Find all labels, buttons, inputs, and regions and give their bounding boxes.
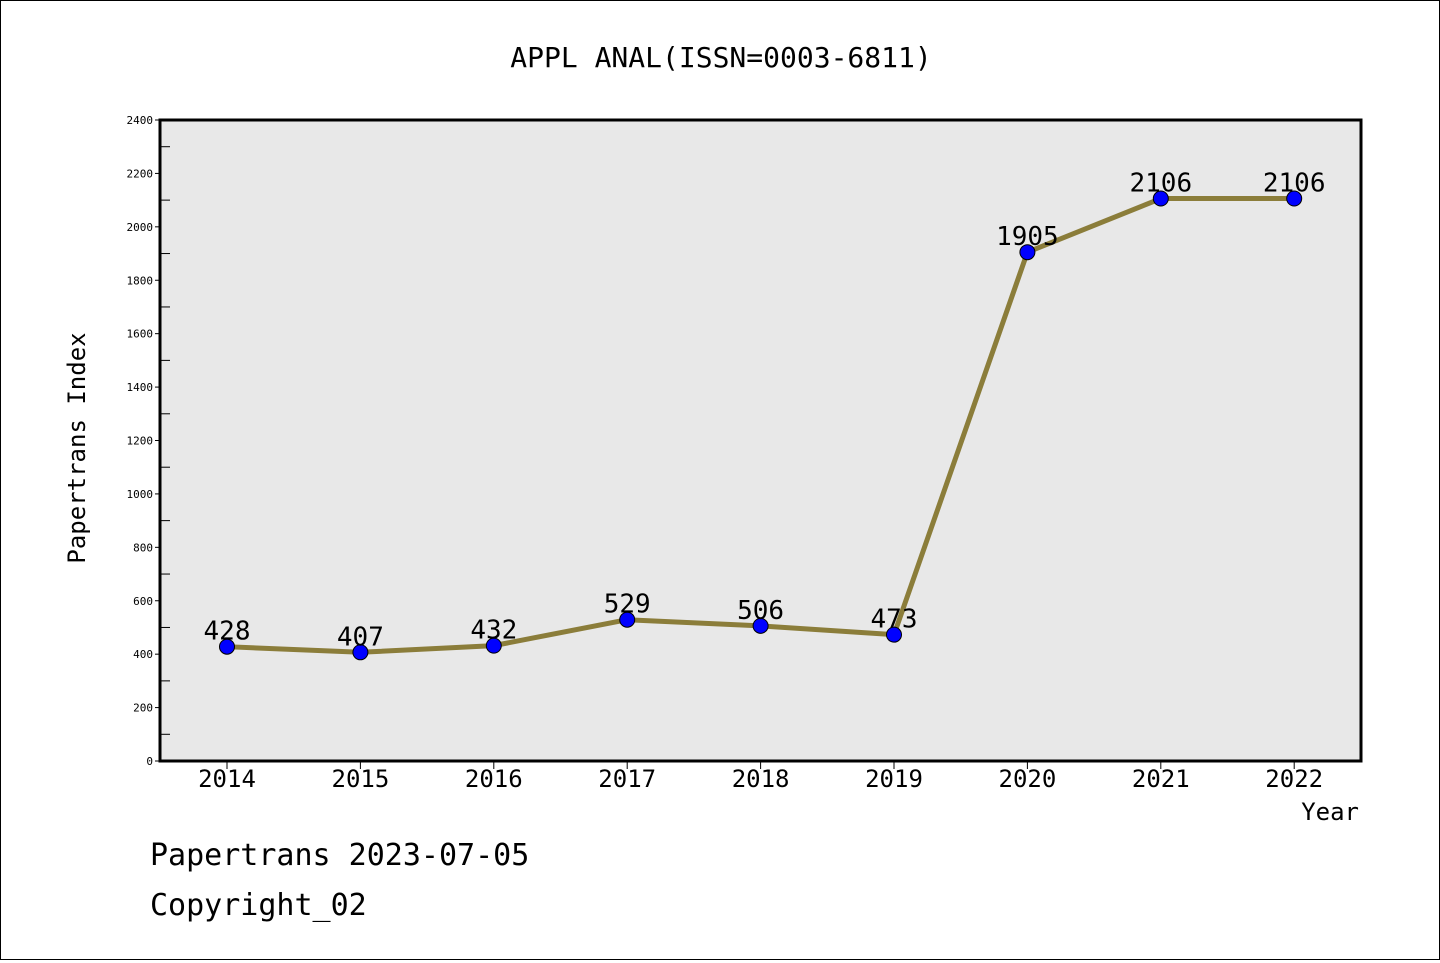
data-label: 428 [204, 617, 251, 647]
y-axis-title: Papertrans Index [63, 332, 91, 563]
data-label: 2106 [1263, 169, 1326, 199]
series-layer [219, 190, 1303, 661]
y-tick-label: 1600 [127, 328, 154, 341]
data-label: 407 [337, 622, 384, 652]
y-tick-label: 2200 [127, 167, 154, 180]
y-tick-label: 1000 [127, 488, 154, 501]
x-axis-title: Year [1301, 798, 1359, 826]
plot-area [160, 120, 1361, 761]
x-tick-label: 2019 [865, 765, 923, 793]
data-point-marker [1152, 190, 1169, 207]
y-tick-label: 1200 [127, 435, 154, 448]
y-tick-label: 800 [133, 541, 153, 554]
x-tick-label: 2021 [1132, 765, 1190, 793]
x-tick-label: 2016 [465, 765, 523, 793]
data-point-marker [886, 626, 902, 643]
x-tick-label: 2015 [332, 765, 390, 793]
data-point-marker [1019, 244, 1036, 261]
data-point-marker [485, 637, 502, 654]
y-tick-label: 2400 [127, 114, 154, 127]
data-label: 1905 [996, 222, 1059, 252]
y-tick-label: 2000 [127, 221, 154, 234]
data-label: 506 [737, 596, 784, 626]
data-point-marker [352, 644, 369, 661]
plot-border [158, 118, 1363, 763]
data-labels: 428 407 432 529 506 473 1905 2106 2106 [204, 169, 1326, 653]
x-axis-ticks: 2014 2015 2016 2017 2018 2019 2020 2021 2022 [198, 761, 1323, 793]
footer-date: Papertrans 2023-07-05 [150, 838, 529, 873]
footer-copyright: Copyright_02 [150, 888, 367, 923]
data-label: 2106 [1129, 169, 1192, 199]
x-tick-label: 2017 [598, 765, 656, 793]
y-axis-ticks: 0 200 400 600 800 1000 1200 1400 1600 1800 2000 220… [127, 114, 170, 768]
y-tick-label: 200 [133, 702, 153, 715]
data-label: 432 [470, 616, 517, 646]
data-point-marker [752, 617, 769, 634]
y-tick-label: 600 [133, 595, 153, 608]
y-tick-label: 400 [133, 648, 153, 661]
y-tick-label: 1800 [127, 274, 154, 287]
x-tick-label: 2022 [1265, 765, 1323, 793]
x-tick-label: 2018 [732, 765, 790, 793]
data-point-marker [219, 638, 235, 655]
y-tick-label: 1400 [127, 381, 154, 394]
data-label: 473 [871, 605, 918, 635]
y-tick-label: 0 [146, 755, 153, 768]
chart-title: APPL ANAL(ISSN=0003-6811) [510, 41, 931, 74]
data-point-marker [1286, 190, 1303, 207]
x-tick-label: 2020 [999, 765, 1057, 793]
data-label: 529 [604, 590, 651, 620]
x-tick-label: 2014 [198, 765, 256, 793]
data-point-marker [619, 611, 636, 628]
